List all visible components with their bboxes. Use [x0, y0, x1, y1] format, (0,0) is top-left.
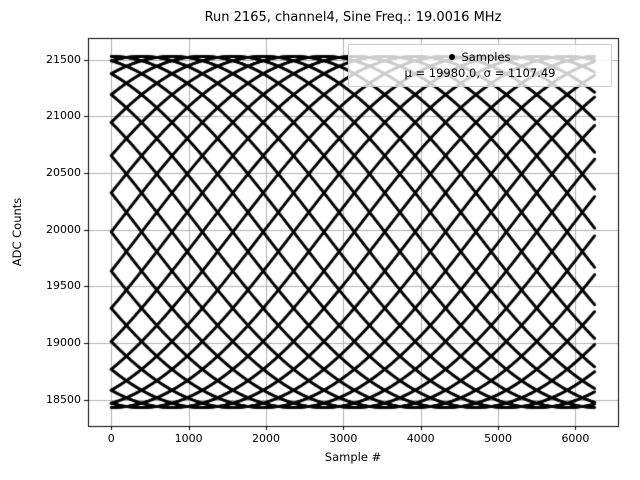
y-axis-label: ADC Counts: [10, 197, 24, 267]
x-axis-label: Sample #: [324, 450, 382, 464]
legend-entry-samples: Samples: [449, 49, 511, 65]
y-tick-label: 20500: [46, 166, 81, 179]
y-tick-label: 21500: [46, 52, 81, 66]
sample-dot-marker-icon: [449, 54, 456, 60]
legend-label-samples: Samples: [461, 50, 511, 64]
x-tick-label: 3000: [329, 432, 358, 445]
chart-title: Run 2165, channel4, Sine Freq.: 19.0016 …: [204, 10, 502, 25]
x-tick-label: 1000: [174, 432, 203, 445]
y-tick-label: 19000: [46, 336, 81, 350]
y-tick-label: 18500: [46, 392, 81, 406]
y-tick-label: 20000: [46, 222, 81, 236]
y-tick-label: 21000: [46, 109, 81, 123]
x-tick-label: 6000: [561, 432, 590, 445]
x-tick-label: 5000: [484, 432, 513, 445]
x-tick-label: 2000: [251, 432, 280, 445]
legend: Samples μ = 19980.0, σ = 1107.49: [348, 44, 612, 87]
x-tick-label: 0: [107, 432, 115, 445]
y-tick-label: 19500: [46, 279, 81, 293]
legend-label-stats: μ = 19980.0, σ = 1107.49: [404, 66, 556, 80]
x-tick-label: 4000: [406, 432, 435, 445]
